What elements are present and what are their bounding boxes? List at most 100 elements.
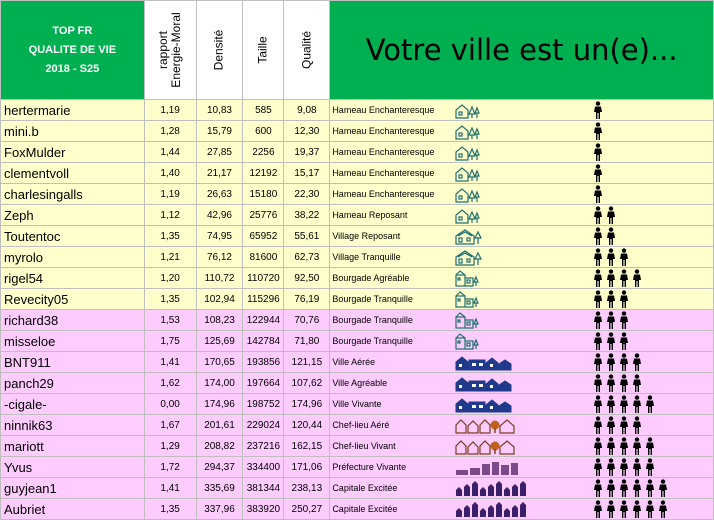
city-type-label: Bourgade Tranquille [332, 336, 413, 346]
taille-cell: 142784 [242, 330, 285, 352]
city-type-cell: Hameau Enchanteresque [329, 162, 714, 184]
rapport-cell: 1,62 [143, 372, 197, 394]
taille-cell: 122944 [242, 309, 285, 331]
city-type-cell: Hameau Enchanteresque [329, 120, 714, 142]
person-icon [620, 332, 629, 350]
person-icon [620, 353, 629, 371]
person-icon [607, 353, 616, 371]
player-name-cell: misseloe [0, 330, 145, 352]
table-row: panch29 1,62 174,00 197664 107,62 Ville Agréa… [0, 372, 714, 394]
people-count-icon [594, 248, 629, 266]
person-icon [646, 458, 655, 476]
densite-cell: 27,85 [195, 141, 244, 163]
rapport-cell: 1,40 [143, 162, 197, 184]
prefecture-city-icon [456, 462, 519, 475]
city-type-label: Hameau Enchanteresque [332, 147, 435, 157]
header-rapport: rapport Energie-Moral [143, 0, 197, 100]
densite-cell: 174,96 [195, 393, 244, 415]
qualite-cell: 38,22 [283, 204, 331, 226]
city-type-cell: Bourgade Tranquille [329, 288, 714, 310]
city-type-label: Hameau Enchanteresque [332, 168, 435, 178]
hamlet-house-icon [455, 104, 481, 119]
person-icon [620, 248, 629, 266]
people-count-icon [594, 437, 655, 455]
qualite-cell: 174,96 [283, 393, 331, 415]
person-icon [607, 290, 616, 308]
person-icon [607, 248, 616, 266]
person-icon [607, 311, 616, 329]
person-icon [620, 395, 629, 413]
city-type-label: Hameau Enchanteresque [332, 126, 435, 136]
qualite-cell: 15,17 [283, 162, 331, 184]
table-row: richard38 1,53 108,23 122944 70,76 Bourgade T… [0, 309, 714, 331]
city-type-label: Bourgade Tranquille [332, 315, 413, 325]
town-houses-icon [455, 398, 512, 413]
people-count-icon [594, 479, 668, 497]
city-type-cell: Hameau Enchanteresque [329, 183, 714, 205]
person-icon [594, 500, 603, 518]
rapport-cell: 1,35 [143, 288, 197, 310]
player-name-cell: guyjean1 [0, 477, 145, 499]
person-icon [594, 311, 603, 329]
player-name-cell: Revecity05 [0, 288, 145, 310]
people-count-icon [594, 416, 642, 434]
people-count-icon [594, 269, 642, 287]
city-type-cell: Bourgade Agréable [329, 267, 714, 289]
person-icon [607, 416, 616, 434]
taille-cell: 198752 [242, 393, 285, 415]
densite-cell: 294,37 [195, 456, 244, 478]
taille-cell: 2256 [242, 141, 285, 163]
table-row: Zeph 1,12 42,96 25776 38,22 Hameau Reposant [0, 204, 714, 226]
city-type-label: Ville Agréable [332, 378, 388, 388]
table-row: rigel54 1,20 110,72 110720 92,50 Bourgade Agr… [0, 267, 714, 289]
rapport-cell: 1,35 [143, 225, 197, 247]
village-house-icon [455, 250, 483, 266]
qualite-cell: 107,62 [283, 372, 331, 394]
qualite-cell: 19,37 [283, 141, 331, 163]
person-icon [633, 374, 642, 392]
person-icon [607, 332, 616, 350]
taille-cell: 193856 [242, 351, 285, 373]
player-name-cell: hertermarie [0, 99, 145, 121]
header-taille-label: Taille [255, 36, 270, 64]
densite-cell: 170,65 [195, 351, 244, 373]
city-type-label: Capitale Excitée [332, 483, 398, 493]
people-count-icon [594, 227, 616, 245]
person-icon [594, 248, 603, 266]
title-line-1: TOP FR [52, 24, 93, 37]
title-line-2: QUALITE DE VIE [28, 43, 117, 56]
taille-cell: 115296 [242, 288, 285, 310]
player-name-cell: panch29 [0, 372, 145, 394]
city-type-label: Hameau Reposant [332, 210, 408, 220]
player-name-cell: ninnik63 [0, 414, 145, 436]
person-icon [594, 395, 603, 413]
person-icon [633, 416, 642, 434]
table-row: charlesingalls 1,19 26,63 15180 22,30 Hameau … [0, 183, 714, 205]
table-row: Toutentoc 1,35 74,95 65952 55,61 Village Repo… [0, 225, 714, 247]
taille-cell: 15180 [242, 183, 285, 205]
person-icon [607, 227, 616, 245]
table-title: TOP FR QUALITE DE VIE 2018 - S25 [0, 0, 145, 100]
person-icon [646, 437, 655, 455]
densite-cell: 15,79 [195, 120, 244, 142]
person-icon [607, 500, 616, 518]
person-icon [607, 206, 616, 224]
taille-cell: 65952 [242, 225, 285, 247]
densite-cell: 10,83 [195, 99, 244, 121]
city-type-cell: Capitale Excitée [329, 477, 714, 499]
city-type-cell: Village Tranquille [329, 246, 714, 268]
people-count-icon [594, 101, 603, 119]
town-houses-icon [455, 356, 512, 371]
header-rapport-label: rapport Energie-Moral [156, 12, 184, 88]
person-icon [607, 395, 616, 413]
qualite-cell: 55,61 [283, 225, 331, 247]
qualite-cell: 162,15 [283, 435, 331, 457]
bourgade-building-icon [455, 333, 480, 350]
player-name-cell: Zeph [0, 204, 145, 226]
hamlet-house-icon [455, 209, 481, 224]
person-icon [594, 290, 603, 308]
densite-cell: 102,94 [195, 288, 244, 310]
densite-cell: 125,69 [195, 330, 244, 352]
person-icon [620, 416, 629, 434]
